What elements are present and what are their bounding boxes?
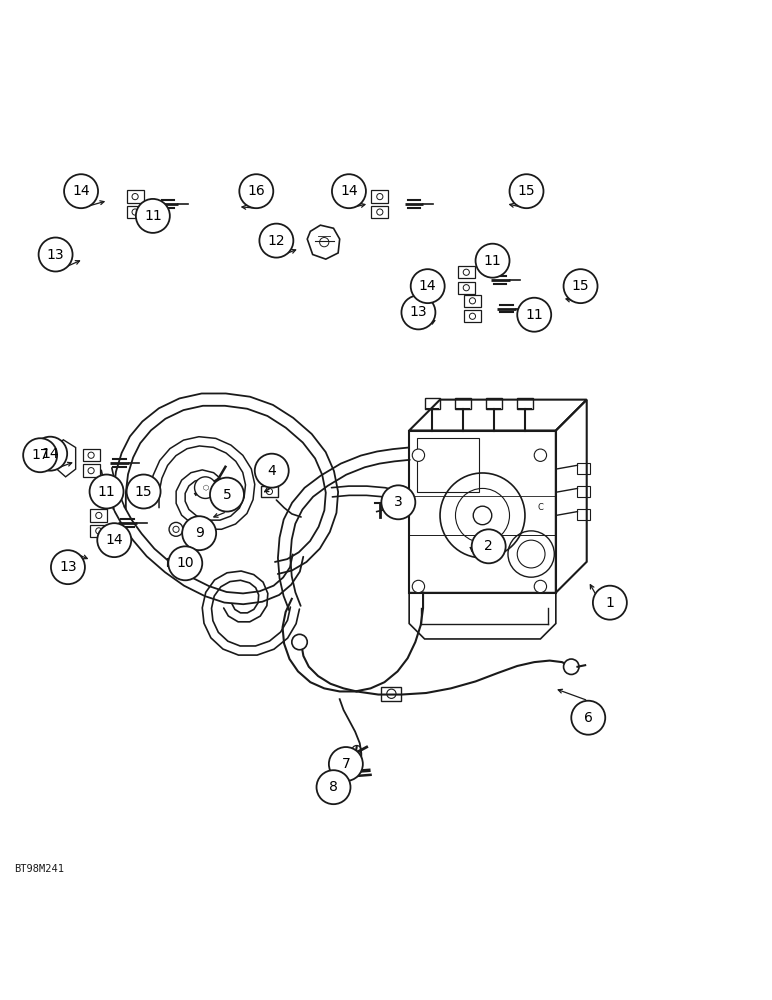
Circle shape [23,438,57,472]
Text: C: C [537,503,543,512]
Bar [464,295,481,307]
Bar [577,486,590,497]
Text: 17: 17 [32,448,49,462]
Circle shape [182,516,216,550]
Circle shape [476,244,510,278]
Circle shape [136,199,170,233]
Text: 13: 13 [47,248,64,262]
Bar [577,509,590,520]
Text: 11: 11 [144,209,161,223]
Circle shape [564,659,579,674]
Text: 4: 4 [267,464,276,478]
Circle shape [510,174,543,208]
Circle shape [412,580,425,593]
Bar [371,190,388,203]
Circle shape [33,437,67,471]
Circle shape [412,449,425,461]
Bar [83,449,100,461]
Circle shape [195,477,216,498]
Circle shape [332,174,366,208]
Circle shape [593,586,627,620]
Circle shape [401,295,435,329]
Bar [90,525,107,537]
Bar [464,310,481,322]
Bar [486,398,502,409]
Circle shape [564,269,598,303]
Text: 11: 11 [526,308,543,322]
Circle shape [39,238,73,271]
Text: 14: 14 [419,279,436,293]
Circle shape [292,634,307,650]
Bar [455,398,471,409]
Circle shape [517,298,551,332]
Text: 13: 13 [59,560,76,574]
Text: ⬡: ⬡ [202,485,208,491]
Circle shape [571,701,605,735]
Circle shape [534,580,547,593]
Text: BT98M241: BT98M241 [14,864,64,874]
Text: 15: 15 [572,279,589,293]
Text: 8: 8 [329,780,338,794]
Circle shape [64,174,98,208]
Text: 2: 2 [484,539,493,553]
Circle shape [168,546,202,580]
Bar [381,687,401,701]
Text: 16: 16 [248,184,265,198]
Circle shape [255,454,289,488]
Text: 14: 14 [42,447,59,461]
Text: 14: 14 [340,184,357,198]
Text: 15: 15 [518,184,535,198]
Text: 1: 1 [605,596,615,610]
Bar [90,509,107,522]
Circle shape [534,449,547,461]
Text: 12: 12 [268,234,285,248]
Circle shape [51,550,85,584]
Circle shape [239,174,273,208]
Text: 7: 7 [341,757,350,771]
Bar [517,398,533,409]
Circle shape [329,747,363,781]
Circle shape [472,529,506,563]
Bar [458,266,475,278]
Circle shape [381,485,415,519]
Circle shape [317,770,350,804]
Text: 15: 15 [135,485,152,499]
Circle shape [169,522,183,536]
Text: 9: 9 [195,526,204,540]
Circle shape [411,269,445,303]
Bar [127,190,144,203]
Text: 6: 6 [584,711,593,725]
Text: 11: 11 [98,485,115,499]
Circle shape [210,478,244,512]
Text: 3: 3 [394,495,403,509]
Circle shape [97,523,131,557]
Circle shape [259,224,293,258]
Circle shape [90,475,124,508]
Bar [371,206,388,218]
Circle shape [127,475,161,508]
Bar [425,398,440,409]
Text: 10: 10 [177,556,194,570]
Bar [577,463,590,474]
Text: 14: 14 [73,184,90,198]
Bar [261,486,278,497]
Text: 13: 13 [410,305,427,319]
Text: 11: 11 [484,254,501,268]
Bar [83,464,100,477]
Bar [458,282,475,294]
Bar [127,206,144,218]
Text: 14: 14 [106,533,123,547]
Text: 5: 5 [222,488,232,502]
Bar [417,438,479,492]
